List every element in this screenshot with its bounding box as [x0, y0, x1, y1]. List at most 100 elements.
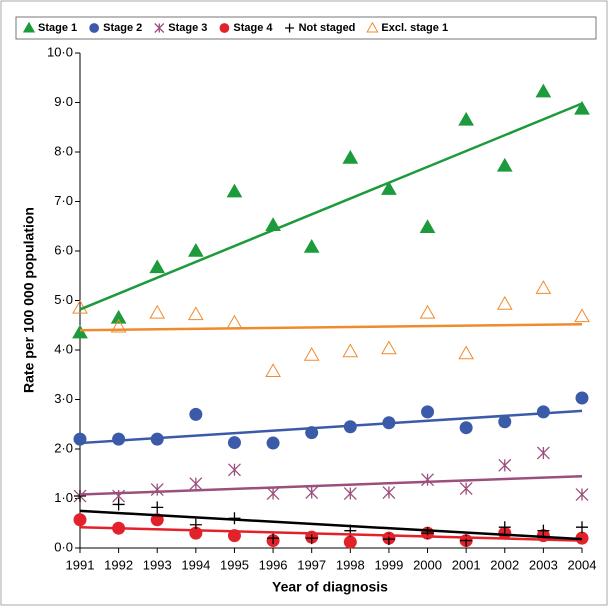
marker [381, 340, 397, 355]
marker [574, 308, 590, 323]
marker [535, 83, 552, 98]
marker [112, 498, 125, 511]
legend-label: Excl. stage 1 [381, 22, 448, 34]
marker [575, 488, 589, 501]
marker [74, 490, 86, 503]
x-tick-label: 1992 [104, 557, 133, 572]
marker [154, 23, 165, 33]
legend-label: Stage 1 [38, 22, 77, 34]
marker [421, 473, 434, 487]
marker [285, 23, 295, 33]
marker [189, 518, 202, 531]
legend-box [15, 16, 597, 40]
x-tick-label: 2000 [413, 557, 442, 572]
marker [303, 346, 320, 361]
marker [382, 486, 396, 500]
marker [266, 436, 280, 450]
x-tick-label: 1991 [66, 557, 95, 572]
marker [187, 242, 204, 257]
marker [342, 343, 359, 358]
marker [537, 524, 550, 537]
x-tick-label: 1997 [297, 557, 326, 572]
marker [303, 239, 320, 253]
marker [496, 157, 513, 172]
marker [149, 259, 166, 274]
y-tick-label: 5·0 [54, 292, 73, 307]
x-tick-label: 1998 [336, 557, 365, 572]
marker [89, 23, 100, 33]
marker [112, 432, 126, 446]
marker [535, 280, 552, 294]
marker [228, 463, 241, 477]
trend-line [79, 509, 583, 541]
marker [151, 501, 164, 514]
marker [343, 535, 357, 549]
marker [421, 405, 435, 419]
x-axis-title: Year of diagnosis [272, 579, 388, 595]
trend-line [79, 102, 583, 311]
marker [267, 532, 280, 545]
x-tick-label: 1994 [181, 557, 210, 572]
marker [498, 415, 512, 429]
x-tick-label: 1996 [259, 557, 288, 572]
marker [419, 219, 436, 233]
y-tick-label: 9·0 [54, 94, 73, 109]
marker [219, 23, 230, 33]
y-tick-label: 1·0 [54, 490, 73, 505]
marker [458, 345, 475, 360]
trend-line [79, 409, 583, 445]
marker [536, 405, 550, 419]
trend-line [79, 474, 583, 496]
y-tick-label: 0·0 [54, 539, 73, 554]
marker [498, 521, 511, 534]
marker [419, 304, 436, 319]
x-tick-label: 2001 [452, 557, 481, 572]
marker [459, 421, 473, 435]
marker [150, 483, 164, 497]
marker [366, 21, 379, 33]
marker [343, 487, 357, 501]
x-tick-label: 1995 [220, 557, 249, 572]
x-tick-label: 1993 [143, 557, 172, 572]
marker [187, 306, 204, 321]
x-tick-label: 2002 [490, 557, 519, 572]
marker [536, 446, 550, 460]
y-tick-label: 4·0 [54, 341, 73, 356]
marker [265, 363, 281, 378]
marker [227, 436, 241, 450]
marker [459, 482, 473, 496]
marker [266, 487, 280, 501]
marker [110, 318, 127, 333]
y-tick-label: 3·0 [54, 391, 73, 406]
marker [458, 111, 475, 126]
marker [342, 149, 359, 164]
marker [305, 486, 319, 500]
legend-label: Stage 2 [103, 22, 142, 34]
marker [381, 181, 397, 195]
marker [576, 521, 588, 534]
x-tick-label: 2003 [529, 557, 558, 572]
marker [72, 324, 88, 339]
x-tick-label: 1999 [374, 557, 403, 572]
legend-label: Stage 4 [233, 22, 273, 34]
trend-line [79, 323, 583, 332]
marker [226, 314, 243, 329]
marker [110, 309, 127, 324]
marker [575, 391, 589, 405]
y-tick-label: 8·0 [54, 143, 73, 158]
x-tick-label: 2004 [568, 557, 597, 572]
legend-label: Stage 3 [168, 22, 207, 34]
marker [22, 21, 36, 33]
marker [189, 407, 203, 421]
marker [498, 458, 512, 472]
marker [189, 477, 203, 491]
y-tick-label: 7·0 [54, 193, 73, 208]
y-tick-label: 6·0 [54, 242, 73, 257]
marker [149, 304, 166, 319]
marker [496, 295, 513, 310]
legend: Stage 1 Stage 2 Stage 3 Stage 4 Not staged Ex… [22, 21, 448, 34]
y-tick-label: 10·0 [47, 44, 73, 59]
trend-line [79, 525, 583, 542]
